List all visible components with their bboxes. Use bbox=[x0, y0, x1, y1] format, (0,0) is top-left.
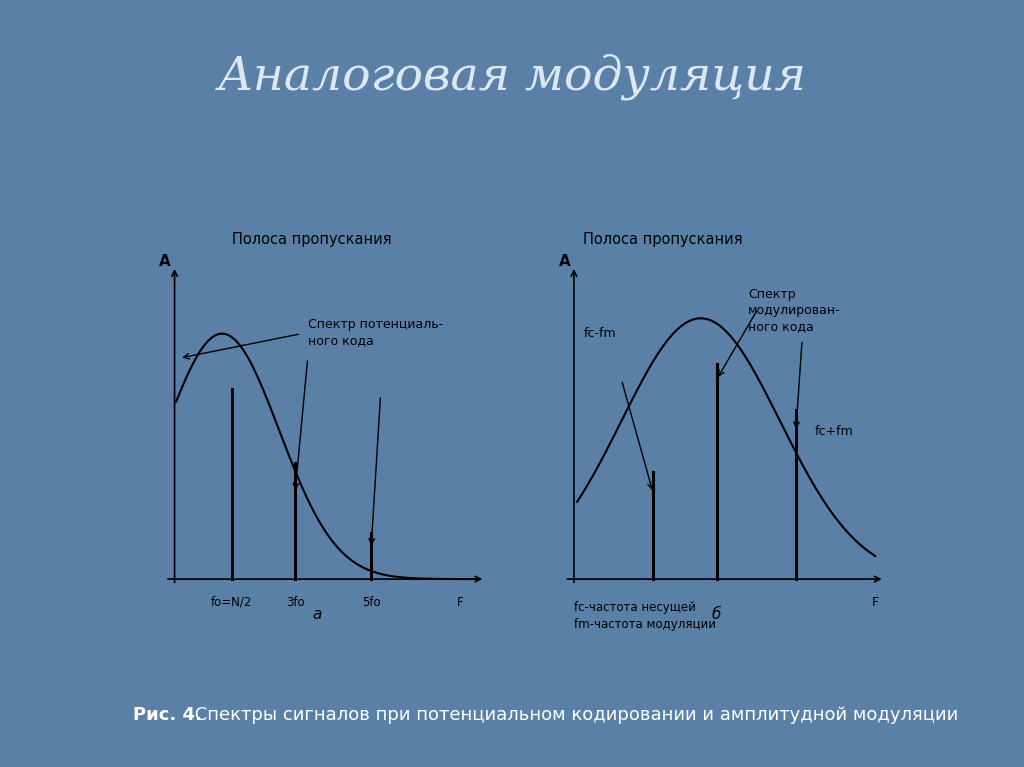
Text: Полоса пропускания: Полоса пропускания bbox=[232, 232, 392, 247]
Text: fo=N/2: fo=N/2 bbox=[211, 596, 252, 609]
Text: 3fo: 3fo bbox=[286, 596, 304, 609]
Text: fc+fm: fc+fm bbox=[815, 426, 854, 438]
Text: fc-fm: fc-fm bbox=[584, 328, 616, 340]
Text: а: а bbox=[312, 607, 322, 622]
Text: A: A bbox=[159, 254, 171, 269]
Text: Рис. 4.: Рис. 4. bbox=[133, 706, 202, 724]
Text: F: F bbox=[871, 596, 879, 609]
Text: б: б bbox=[712, 607, 721, 622]
Text: 5fo: 5fo bbox=[361, 596, 380, 609]
Text: fc-частота несущей
fm-частота модуляции: fc-частота несущей fm-частота модуляции bbox=[573, 601, 716, 630]
Text: A: A bbox=[558, 254, 570, 269]
Text: Спектр потенциаль-
ного кода: Спектр потенциаль- ного кода bbox=[307, 318, 442, 347]
Text: Аналоговая модуляция: Аналоговая модуляция bbox=[217, 54, 807, 100]
Text: F: F bbox=[457, 596, 463, 609]
Text: Спектры сигналов при потенциальном кодировании и амплитудной модуляции: Спектры сигналов при потенциальном кодир… bbox=[189, 706, 958, 724]
Text: Спектр
модулирован-
ного кода: Спектр модулирован- ного кода bbox=[749, 288, 841, 333]
Text: Полоса пропускания: Полоса пропускания bbox=[583, 232, 742, 247]
